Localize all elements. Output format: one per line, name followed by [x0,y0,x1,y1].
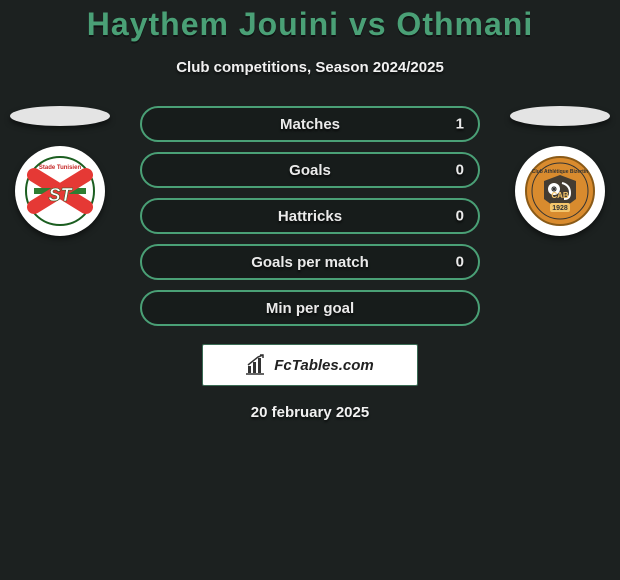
stat-right-value: 1 [456,116,464,133]
svg-text:Club Athlétique Bizertin: Club Athlétique Bizertin [532,169,588,175]
page-title: Haythem Jouini vs Othmani [0,0,620,43]
stat-label: Min per goal [266,300,354,317]
svg-text:Stade Tunisien: Stade Tunisien [39,165,82,171]
date-text: 20 february 2025 [0,404,620,421]
player-right-slot: Club Athlétique Bizertin CAB 1928 [510,106,610,236]
stat-label: Hattricks [278,208,342,225]
stat-label: Goals per match [251,254,369,271]
svg-text:CAB: CAB [551,191,569,200]
stat-row-hattricks: Hattricks 0 [140,198,480,234]
stat-right-value: 0 [456,208,464,225]
player-right-shadow [510,106,610,126]
stat-row-min-per-goal: Min per goal [140,290,480,326]
svg-text:ST: ST [48,185,73,205]
stat-right-value: 0 [456,162,464,179]
player-right-club-badge: Club Athlétique Bizertin CAB 1928 [515,146,605,236]
source-text: FcTables.com [274,357,373,374]
stat-row-matches: Matches 1 [140,106,480,142]
stat-label: Matches [280,116,340,133]
source-attribution: FcTables.com [202,344,418,386]
subtitle: Club competitions, Season 2024/2025 [0,59,620,76]
player-left-slot: ST Stade Tunisien [10,106,110,236]
stat-label: Goals [289,162,331,179]
club-badge-right-icon: Club Athlétique Bizertin CAB 1928 [524,155,596,227]
stats-list: Matches 1 Goals 0 Hattricks 0 Goals per … [140,106,480,326]
svg-text:1928: 1928 [552,205,568,212]
stat-row-goals-per-match: Goals per match 0 [140,244,480,280]
bar-chart-icon [246,354,268,376]
stat-row-goals: Goals 0 [140,152,480,188]
club-badge-left-icon: ST Stade Tunisien [24,155,96,227]
player-left-shadow [10,106,110,126]
player-left-club-badge: ST Stade Tunisien [15,146,105,236]
comparison-area: ST Stade Tunisien Club Athlétique Bizert… [0,106,620,421]
stat-right-value: 0 [456,254,464,271]
